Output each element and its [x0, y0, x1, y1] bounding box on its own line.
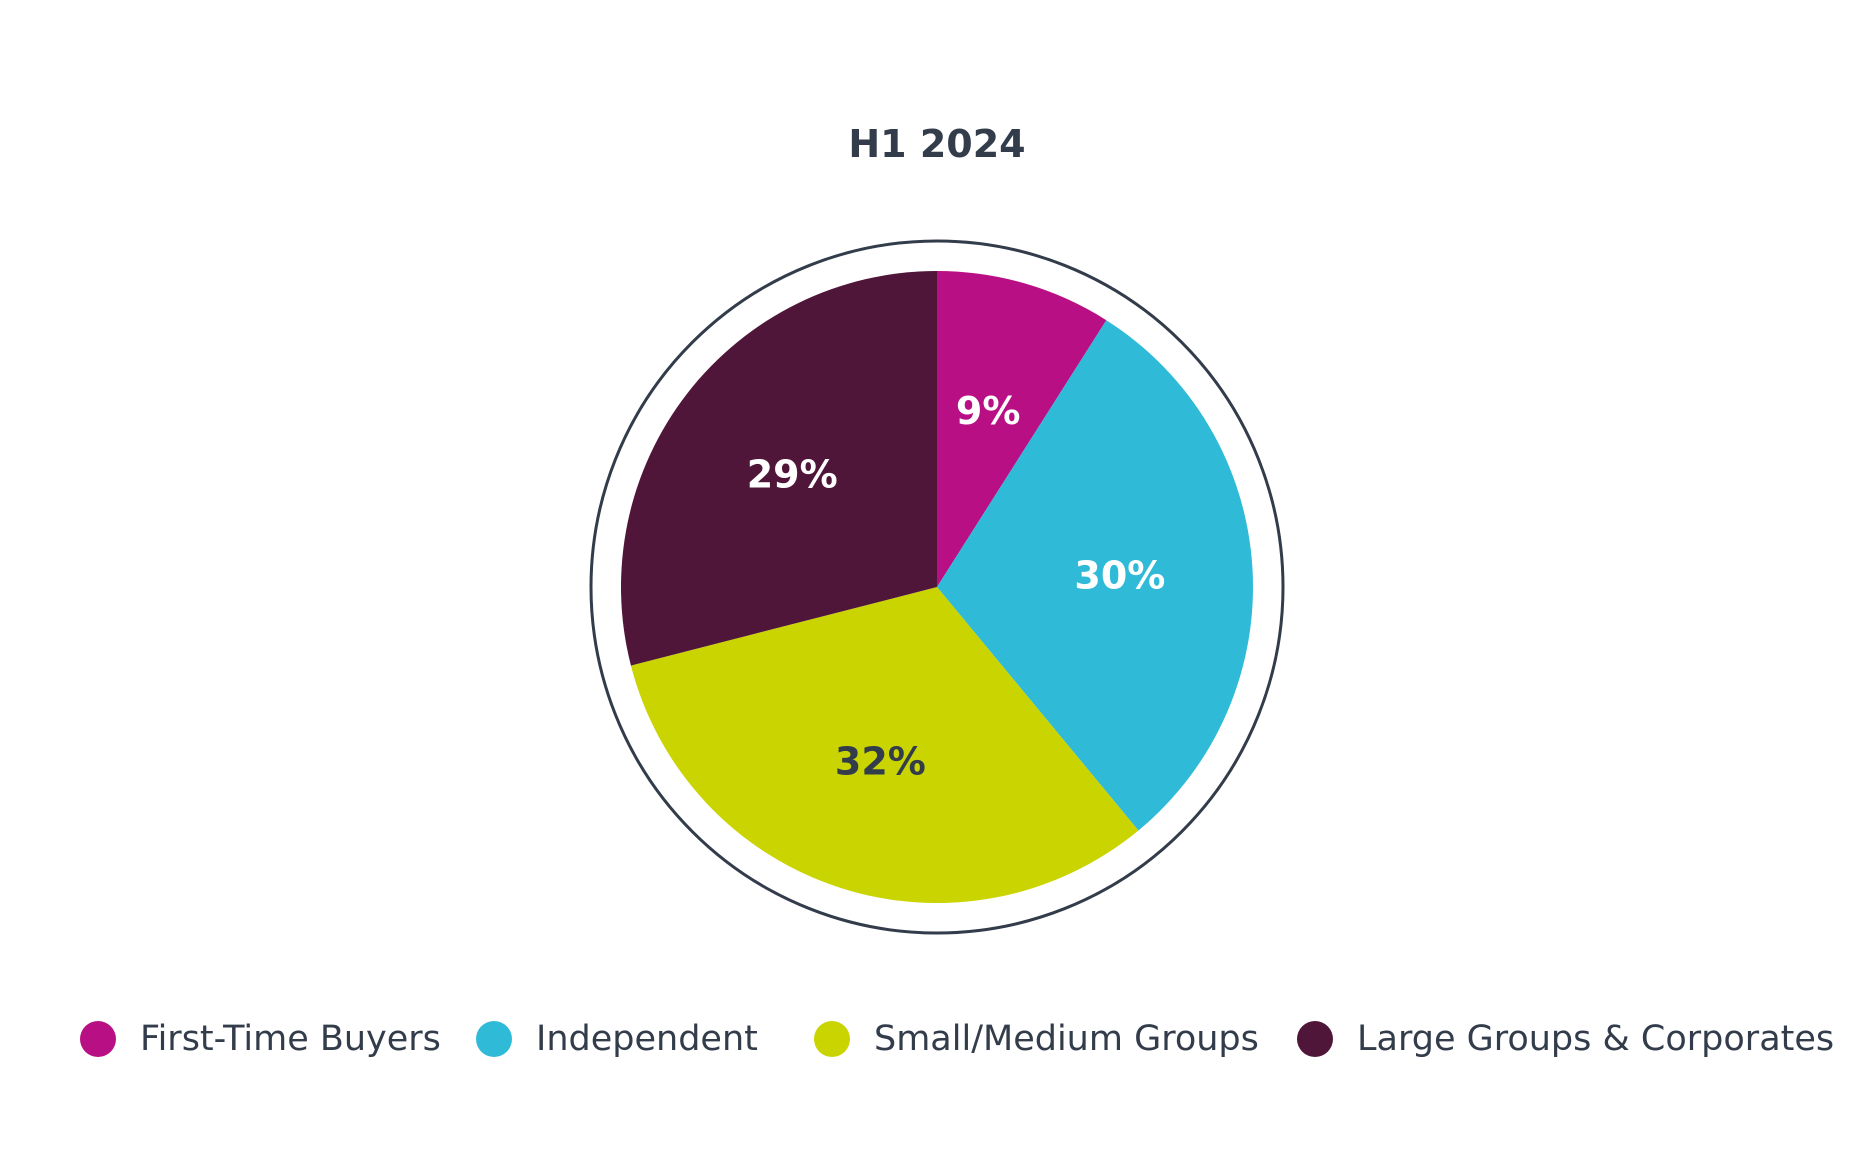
slice-label-first-time-buyers: 9%: [956, 389, 1021, 433]
legend-label-first-time-buyers: First-Time Buyers: [140, 1019, 441, 1059]
slice-label-small-medium-groups: 32%: [835, 739, 926, 783]
legend-item-independent: Independent: [476, 1019, 758, 1059]
slice-label-large-groups-corporates: 29%: [747, 453, 838, 497]
legend: First-Time Buyers Independent Small/Medium…: [80, 1019, 1834, 1059]
legend-swatch-small-medium-groups: [814, 1021, 850, 1057]
pie-slice-independent: [937, 320, 1254, 831]
legend-swatch-first-time-buyers: [80, 1021, 116, 1057]
pie-slice-first-time-buyers: [937, 271, 1107, 587]
legend-item-small-medium-groups: Small/Medium Groups: [814, 1019, 1259, 1059]
legend-label-small-medium-groups: Small/Medium Groups: [874, 1019, 1259, 1059]
chart-title: H1 2024: [848, 122, 1025, 166]
pie-outline-ring: [589, 239, 1285, 935]
pie-slice-large-groups-corporates: [621, 271, 937, 666]
legend-label-large-groups-corporates: Large Groups & Corporates: [1357, 1019, 1834, 1059]
pie-slice-labels: 9% 30% 32% 29%: [747, 389, 1166, 783]
legend-swatch-independent: [476, 1021, 512, 1057]
legend-item-first-time-buyers: First-Time Buyers: [80, 1019, 441, 1059]
legend-item-large-groups-corporates: Large Groups & Corporates: [1297, 1019, 1834, 1059]
pie-slices: [621, 271, 1254, 904]
pie-slice-small-medium-groups: [630, 587, 1139, 904]
slice-label-independent: 30%: [1074, 553, 1165, 597]
legend-label-independent: Independent: [536, 1019, 758, 1059]
legend-swatch-large-groups-corporates: [1297, 1021, 1333, 1057]
